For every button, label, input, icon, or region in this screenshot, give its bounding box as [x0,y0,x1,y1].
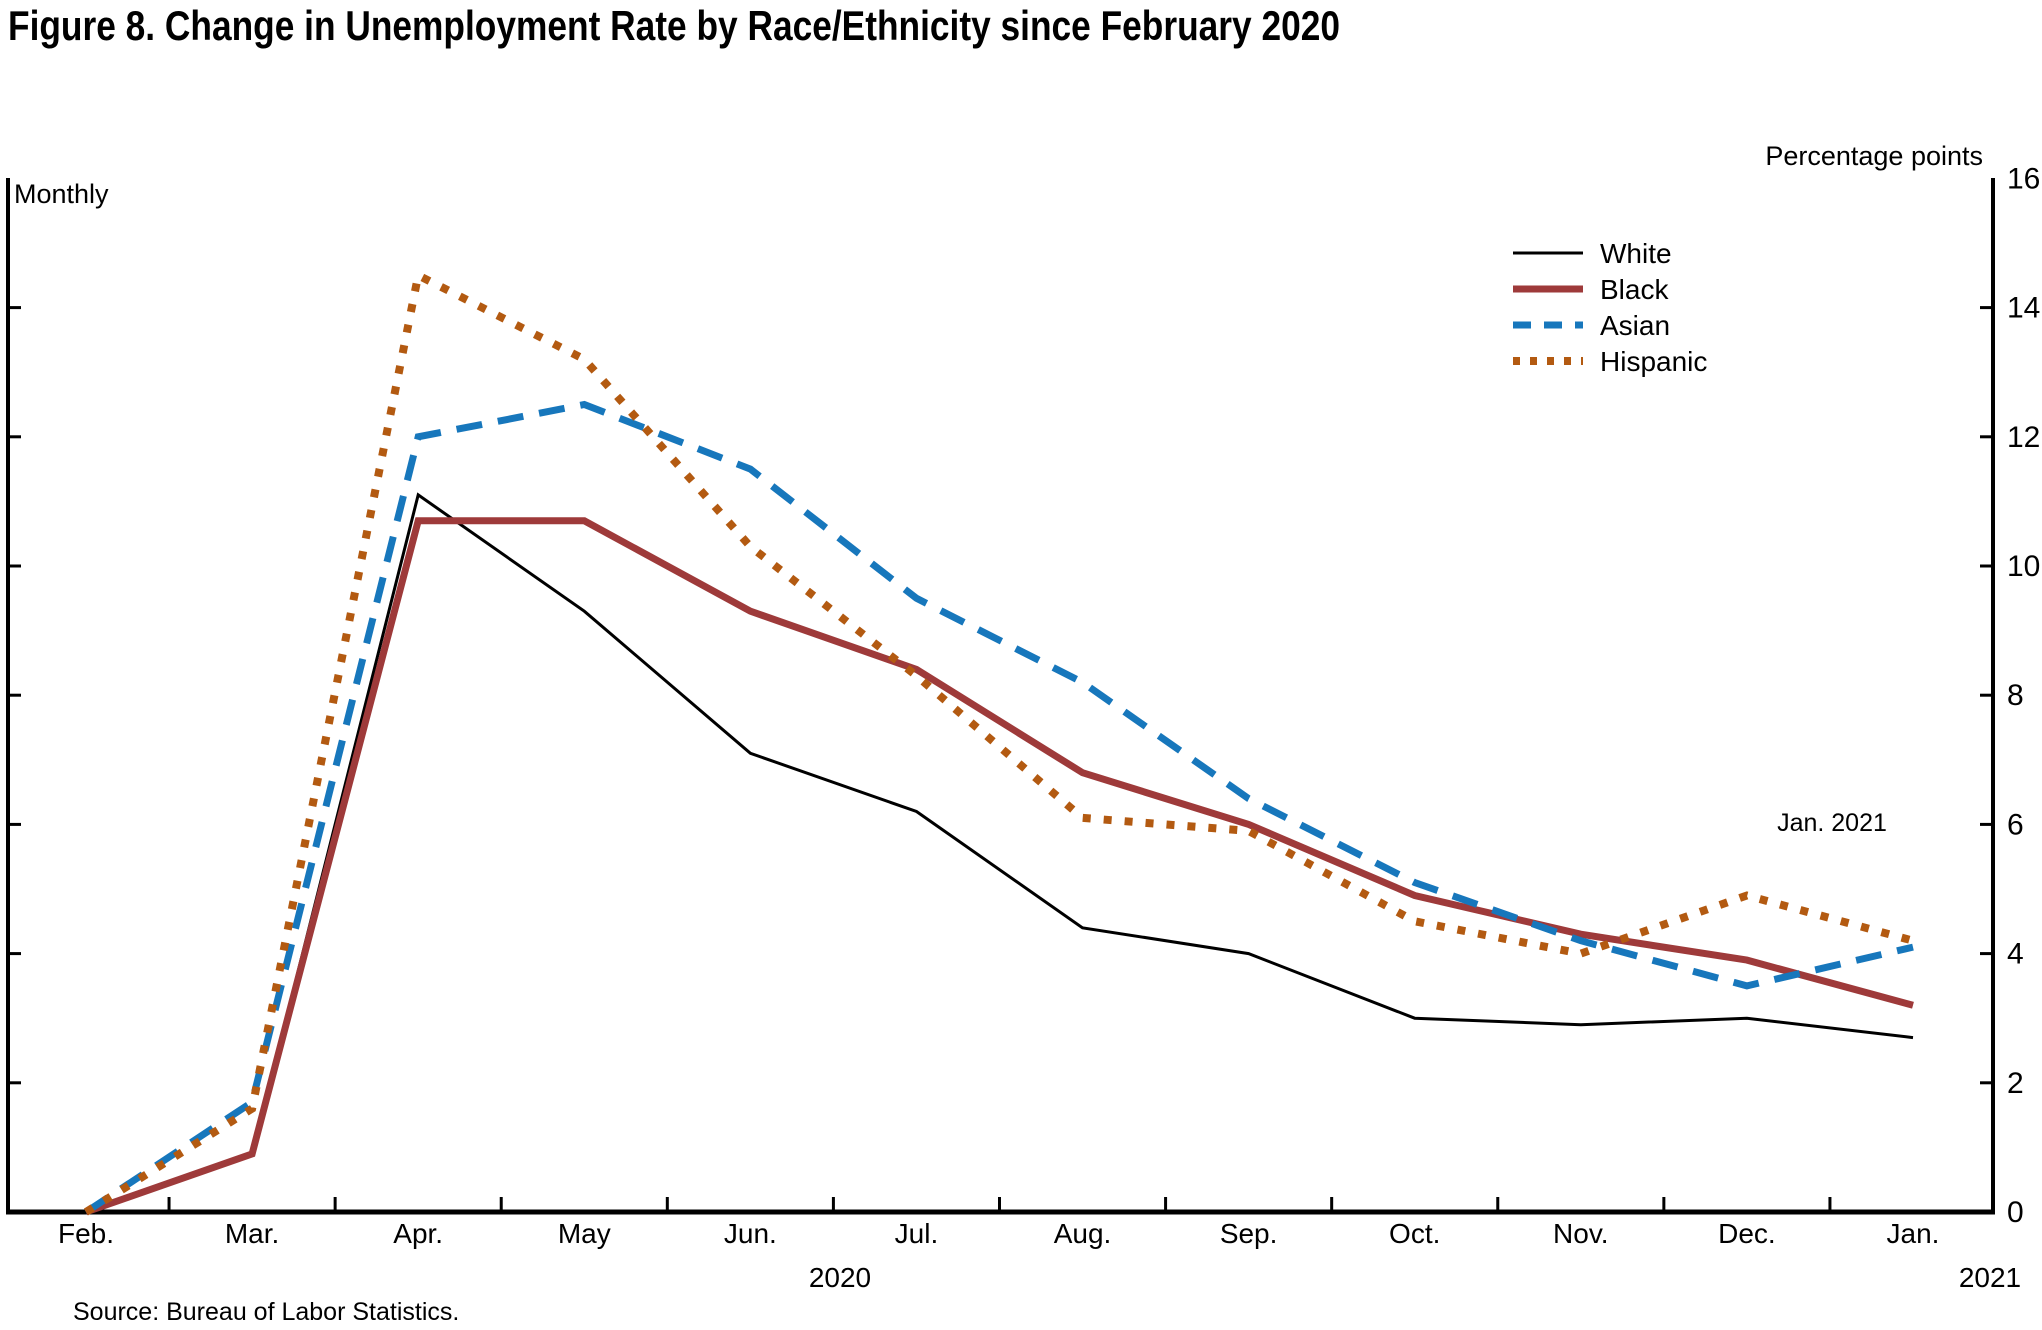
legend-label: Black [1600,274,1669,305]
x-tick-label: Apr. [393,1218,443,1249]
x-tick-label: Sep. [1220,1218,1278,1249]
y-tick-label: 6 [2007,808,2024,841]
legend-label: Asian [1600,310,1670,341]
legend-item-white: White [1513,238,1672,269]
y-tick-label: 2 [2007,1067,2024,1100]
legend-item-black: Black [1513,274,1669,305]
legend-item-asian: Asian [1513,310,1670,341]
series-line-asian [84,400,1914,1215]
series-line-black [84,517,1914,1216]
legend: White Black Asian Hispanic [1513,238,1707,377]
x-tick-label: Jan. [1887,1218,1940,1249]
legend-label: White [1600,238,1672,269]
y-tick-label: 16 [2007,162,2040,195]
series-line-hispanic [83,269,1915,1216]
x-axis-labels: Feb. Mar. Apr. May Jun. Jul. Aug. Sep. Oct. Nov. D… [58,1218,1939,1249]
x-tick-label: Oct. [1389,1218,1440,1249]
x-tick-label: Mar. [225,1218,279,1249]
series-lines [83,269,1915,1216]
legend-label: Hispanic [1600,346,1707,377]
series-line-white [85,492,1914,1214]
x-tick-label: Dec. [1718,1218,1776,1249]
unit-label: Percentage points [1765,141,1983,171]
y-axis-labels: 16 14 12 10 8 6 4 2 0 [2007,162,2040,1229]
x-tick-label: Jul. [895,1218,939,1249]
x-tick-label: Jun. [724,1218,777,1249]
y-tick-label: 8 [2007,679,2024,712]
x-axis-year-2020: 2020 [809,1262,871,1293]
x-axis-year-2021: 2021 [1959,1262,2021,1293]
legend-item-hispanic: Hispanic [1513,346,1707,377]
y-tick-label: 0 [2007,1196,2024,1229]
source-note: Source: Bureau of Labor Statistics. [73,1298,459,1326]
y-tick-label: 14 [2007,292,2040,325]
x-tick-label: Nov. [1553,1218,1609,1249]
last-observation-annotation: Jan. 2021 [1777,809,1887,837]
x-tick-label: Aug. [1054,1218,1112,1249]
y-tick-label: 12 [2007,421,2040,454]
x-tick-label: Feb. [58,1218,114,1249]
y-tick-label: 4 [2007,938,2024,971]
axes [6,178,1995,1215]
figure-title: Figure 8. Change in Unemployment Rate by… [8,2,1340,49]
frequency-label: Monthly [14,179,109,209]
y-tick-label: 10 [2007,550,2040,583]
x-tick-label: May [558,1218,611,1249]
